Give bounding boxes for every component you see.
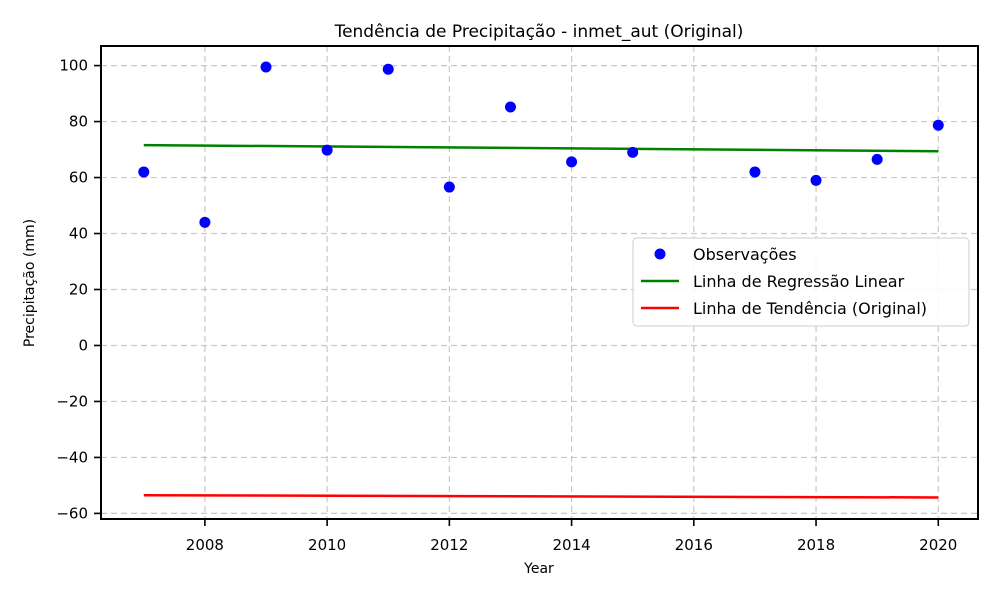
x-axis-label: Year [523, 561, 554, 577]
y-tick-label: −20 [56, 392, 88, 410]
legend-box [632, 237, 970, 327]
y-tick-label: 100 [59, 57, 88, 75]
x-axis-ticks: 2008 2010 2012 2014 2016 2018 2020 [186, 519, 957, 554]
y-axis-ticks: −60 −40 −20 0 20 40 60 80 100 [56, 57, 101, 522]
y-tick-label: 0 [78, 336, 88, 354]
y-tick-label: 80 [69, 113, 88, 131]
legend-label-tendencia: Linha de Tendência (Original) [693, 299, 927, 318]
legend-marker-observacoes [654, 248, 666, 260]
data-point [566, 156, 578, 168]
x-tick-label: 2008 [186, 536, 224, 554]
x-tick-label: 2020 [919, 536, 957, 554]
y-tick-label: 40 [69, 225, 88, 243]
y-tick-label: −40 [56, 448, 88, 466]
data-point [932, 119, 944, 131]
x-tick-label: 2018 [797, 536, 835, 554]
plot-frame [100, 45, 979, 520]
data-point [443, 181, 455, 193]
legend: Observações Linha de Regressão Linear Li… [632, 237, 970, 327]
data-point [504, 101, 516, 113]
data-point [321, 144, 333, 156]
data-point [810, 174, 822, 186]
series-line [143, 143, 939, 153]
data-point [260, 61, 272, 73]
chart-title: Tendência de Precipitação - inmet_aut (O… [334, 22, 744, 42]
data-point [382, 63, 394, 75]
data-point [199, 216, 211, 228]
scatter-points [138, 61, 944, 228]
y-tick-label: 60 [69, 169, 88, 187]
x-tick-label: 2012 [430, 536, 468, 554]
legend-label-observacoes: Observações [693, 245, 797, 264]
data-point [749, 166, 761, 178]
x-tick-label: 2016 [675, 536, 713, 554]
data-point [138, 166, 150, 178]
series-lines [143, 143, 939, 499]
y-tick-label: −60 [56, 504, 88, 522]
data-point [627, 146, 639, 158]
y-tick-label: 20 [69, 280, 88, 298]
legend-label-regressao: Linha de Regressão Linear [693, 272, 905, 291]
series-line [143, 493, 939, 499]
x-tick-label: 2014 [552, 536, 590, 554]
x-tick-label: 2010 [308, 536, 346, 554]
y-axis-label: Precipitação (mm) [22, 219, 38, 347]
data-point [871, 153, 883, 165]
